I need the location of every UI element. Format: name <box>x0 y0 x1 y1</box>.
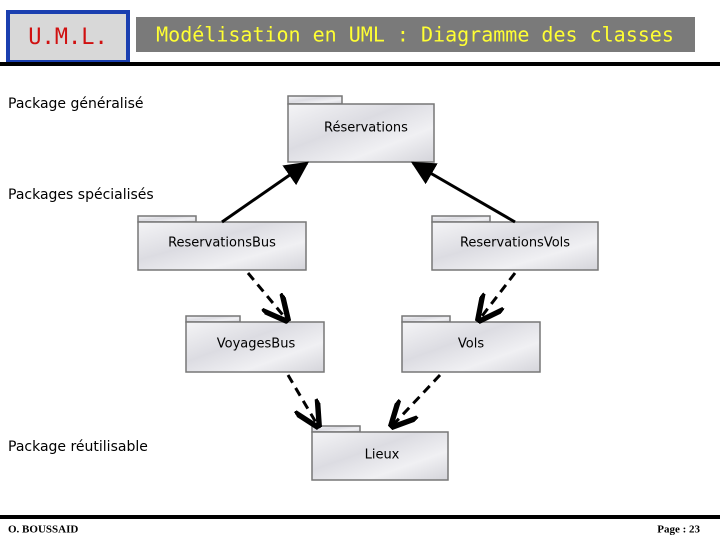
dependency-arrow <box>286 374 318 426</box>
generalization-arrow <box>221 161 309 224</box>
package-name: Réservations <box>324 121 408 136</box>
dependency-arrow <box>246 272 287 320</box>
label: Package généralisé <box>8 96 144 112</box>
title: Modélisation en UML : Diagramme des clas… <box>156 23 674 47</box>
logo: U.M.L. <box>28 25 107 50</box>
title-bar <box>136 17 695 52</box>
package-name: ReservationsBus <box>168 236 276 251</box>
package: Vols <box>401 315 541 373</box>
label: Package réutilisable <box>8 439 148 455</box>
page-number: Page : 23 <box>657 524 700 536</box>
package: Réservations <box>287 95 435 163</box>
package-name: Vols <box>458 337 484 352</box>
dependency-arrow <box>479 272 517 320</box>
dependency-arrow <box>392 373 442 426</box>
package: VoyagesBus <box>185 315 325 373</box>
package: ReservationsBus <box>137 215 307 271</box>
author: O. BOUSSAID <box>8 524 78 536</box>
package: Lieux <box>311 425 449 481</box>
footer-rule <box>0 515 720 519</box>
generalization-arrow <box>410 161 516 224</box>
package-name: ReservationsVols <box>460 236 570 251</box>
header-rule <box>0 62 720 66</box>
label: Packages spécialisés <box>8 187 154 203</box>
package-name: VoyagesBus <box>217 337 296 352</box>
package-name: Lieux <box>365 448 400 463</box>
package: ReservationsVols <box>431 215 599 271</box>
